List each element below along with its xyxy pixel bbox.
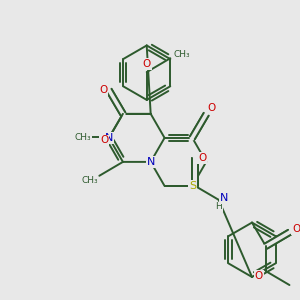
Text: O: O	[99, 85, 107, 95]
Text: CH₃: CH₃	[74, 133, 91, 142]
Text: N: N	[105, 133, 113, 143]
Text: O: O	[100, 135, 108, 146]
Text: O: O	[142, 59, 151, 69]
Text: O: O	[198, 153, 206, 163]
Text: O: O	[255, 271, 263, 281]
Text: S: S	[189, 181, 196, 191]
Text: O: O	[207, 103, 215, 113]
Text: N: N	[146, 157, 155, 167]
Text: H: H	[215, 202, 222, 211]
Text: CH₃: CH₃	[174, 50, 190, 59]
Text: N: N	[220, 193, 228, 203]
Text: O: O	[292, 224, 300, 234]
Text: CH₃: CH₃	[81, 176, 98, 185]
